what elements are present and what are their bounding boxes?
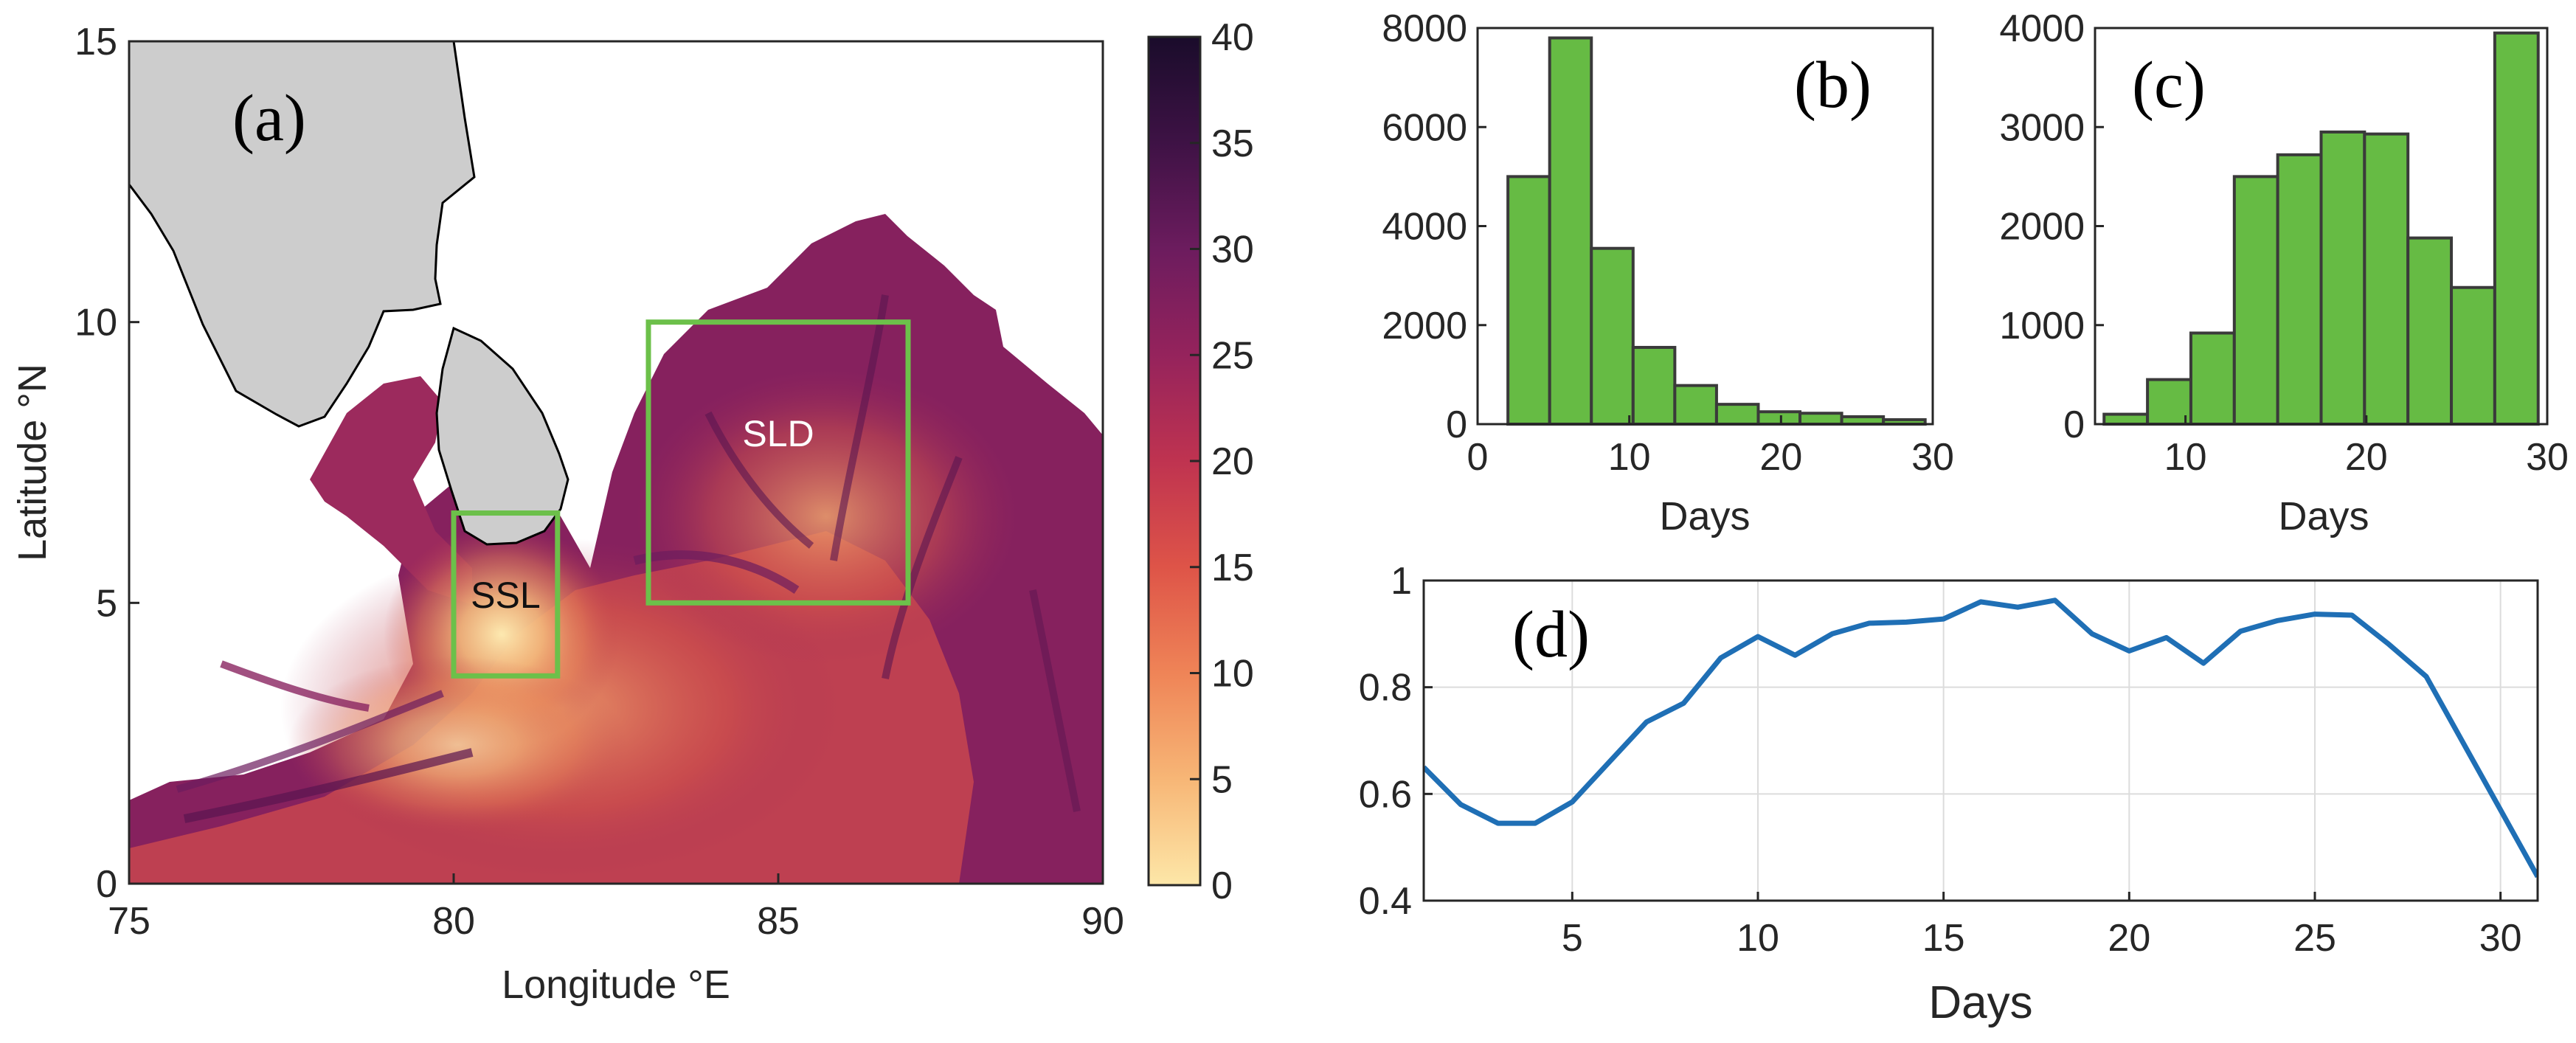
panel-d-series-line: [1424, 597, 2538, 879]
y-tick-label: 15: [75, 21, 117, 63]
trajectory-streak: [633, 550, 800, 594]
y-tick-label: 5: [96, 582, 117, 625]
x-tick-label: 20: [1759, 436, 1802, 479]
histogram-bar: [1590, 246, 1635, 426]
x-tick-label: 20: [2108, 917, 2150, 960]
sld-region-label: SLD: [742, 413, 814, 454]
colorbar: 0 5 10 15 20 25 30 35 40: [1147, 16, 1254, 907]
histogram-bar: [2102, 412, 2150, 426]
y-tick-label: 1: [1391, 560, 1412, 603]
histogram-bar: [1798, 412, 1843, 426]
x-tick-label: 10: [2164, 436, 2207, 479]
x-tick-label: 30: [2479, 917, 2522, 960]
x-tick-label: 10: [1608, 436, 1651, 479]
x-tick-label: 80: [432, 900, 475, 943]
panel-d-label: (d): [1512, 598, 1590, 671]
x-tick-label: 15: [1922, 917, 1965, 960]
y-tick-label: 0: [96, 863, 117, 906]
x-tick-label: 30: [1911, 436, 1954, 479]
trajectory-streak: [1029, 589, 1081, 812]
panel-d-line: 5 10 15 20 25 30 0.4 0.6 0.8 1 (d) Days: [1359, 560, 2539, 1028]
y-tick-label: 4000: [1999, 7, 2085, 50]
panel-d-frame: [1422, 579, 2539, 902]
colorbar-tick-label: 30: [1211, 229, 1254, 271]
trajectory-streak: [830, 294, 889, 561]
y-tick-label: 6000: [1382, 106, 1467, 149]
histogram-bar: [1506, 175, 1551, 426]
histogram-bar: [2493, 31, 2540, 426]
panel-a-label: (a): [232, 82, 306, 155]
panel-b-label: (b): [1794, 49, 1872, 122]
panel-c-histogram: 10 20 30 0 1000 2000 3000 4000 (c) Days: [1999, 7, 2569, 538]
y-tick-label: 0: [1446, 403, 1467, 446]
histogram-bar: [2319, 130, 2366, 426]
trajectory-streak: [220, 660, 370, 712]
y-tick-label: 0.8: [1359, 667, 1412, 710]
y-tick-label: 2000: [1999, 206, 2085, 249]
histogram-bar: [1548, 36, 1593, 426]
x-tick-label: 90: [1081, 900, 1124, 943]
panel-a-ylabel: Latitude °N: [10, 364, 55, 561]
colorbar-tick-label: 20: [1211, 440, 1254, 483]
trajectory-streak: [176, 690, 444, 793]
x-tick-label: 30: [2526, 436, 2569, 479]
y-tick-label: 0.6: [1359, 773, 1412, 816]
x-tick-label: 25: [2293, 917, 2336, 960]
warm-patch-east: [634, 369, 1018, 664]
trajectory-streak: [882, 456, 963, 679]
y-tick-label: 0.4: [1359, 880, 1412, 923]
histogram-bar: [1631, 345, 1677, 426]
india-landmass: [129, 41, 476, 428]
colorbar-tick-label: 10: [1211, 653, 1254, 696]
histogram-bar: [2450, 285, 2496, 426]
hot-patch-south: [288, 656, 627, 834]
x-tick-label: 85: [757, 900, 800, 943]
y-tick-label: 4000: [1382, 206, 1467, 249]
histogram-bar: [1714, 403, 1760, 426]
x-tick-label: 0: [1467, 436, 1489, 479]
histogram-bar: [2363, 132, 2410, 426]
x-tick-label: 5: [1562, 917, 1583, 960]
colorbar-tick-label: 5: [1211, 758, 1233, 801]
sld-region-box: [645, 319, 911, 606]
trajectory-streak: [183, 748, 474, 823]
y-tick-label: 3000: [1999, 106, 2085, 149]
colorbar-tick-label: 0: [1211, 864, 1233, 907]
colorbar-tick-label: 15: [1211, 547, 1254, 589]
x-tick-label: 75: [108, 900, 150, 943]
panel-a-xlabel: Longitude °E: [502, 963, 730, 1007]
histogram-bar: [1756, 410, 1802, 426]
x-tick-label: 10: [1737, 917, 1779, 960]
colorbar-tick-label: 40: [1211, 16, 1254, 59]
y-tick-label: 2000: [1382, 305, 1467, 347]
panel-c-label: (c): [2132, 49, 2206, 122]
histogram-bar: [2406, 236, 2454, 426]
ssl-region-box: [451, 510, 561, 679]
trajectory-streak: [704, 411, 814, 549]
y-tick-label: 1000: [1999, 305, 2085, 347]
panel-b-xlabel: Days: [1659, 494, 1750, 538]
histogram-bar: [2276, 153, 2323, 426]
panel-b-histogram: 0 10 20 30 0 2000 4000 6000 8000 (b) Days: [1382, 7, 1954, 538]
panel-a-frame: [128, 40, 1104, 885]
sri-lanka-landmass: [435, 326, 569, 546]
y-tick-label: 8000: [1382, 7, 1467, 50]
y-tick-label: 0: [2063, 403, 2085, 446]
colorbar-tick-label: 35: [1211, 122, 1254, 165]
histogram-bar: [1840, 415, 1886, 426]
panel-c-xlabel: Days: [2278, 494, 2369, 538]
panel-d-xlabel: Days: [1928, 977, 2032, 1028]
histogram-bar: [1673, 384, 1718, 426]
y-tick-label: 10: [75, 302, 117, 344]
ssl-region-label: SSL: [471, 575, 541, 616]
x-tick-label: 20: [2345, 436, 2388, 479]
histogram-bar: [2189, 331, 2236, 426]
colorbar-tick-label: 25: [1211, 334, 1254, 377]
histogram-bar: [2232, 175, 2279, 426]
